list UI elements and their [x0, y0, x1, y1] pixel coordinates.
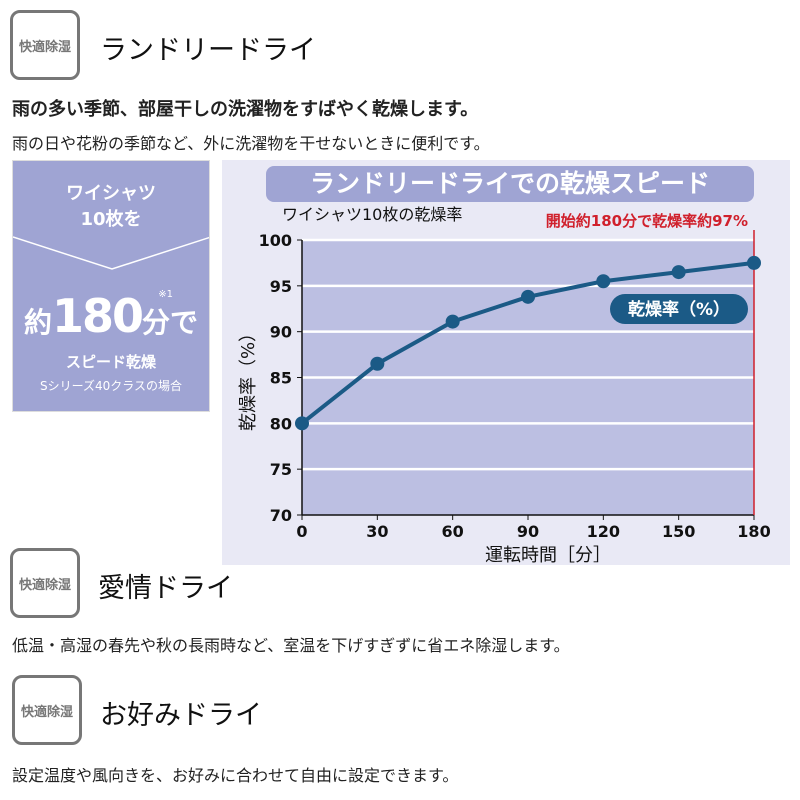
promo-line1: ワイシャツ — [66, 183, 156, 204]
x-axis-label: 運転時間［分］ — [485, 545, 611, 565]
promo-line2: 10枚を — [80, 209, 142, 230]
y-tick-label: 100 — [259, 231, 292, 250]
data-point — [747, 255, 761, 270]
y-tick-label: 95 — [270, 277, 292, 296]
x-tick-label: 0 — [296, 522, 307, 541]
data-point — [521, 289, 535, 304]
y-tick-label: 80 — [270, 414, 292, 433]
x-tick-label: 120 — [587, 522, 620, 541]
promo-line4: スピード乾燥 — [65, 353, 156, 371]
promo-box: ワイシャツ 10枚を 約180分で ※1 スピード乾燥 Sシリーズ40クラスの場合 — [12, 160, 210, 412]
section-desc: 設定温度や風向きを、お好みに合わせて自由に設定できます。 — [12, 766, 459, 785]
section-desc: 雨の日や花粉の季節など、外に洗濯物を干せないときに便利です。 — [12, 134, 490, 153]
legend-pill — [610, 294, 748, 324]
chart-title: ランドリードライでの乾燥スピード — [266, 166, 754, 202]
section-desc: 低温・高湿の春先や秋の長雨時など、室温を下げすぎずに省エネ除湿します。 — [12, 636, 570, 655]
promo-footnote: ※1 — [158, 289, 173, 300]
data-point — [370, 356, 385, 371]
annotation-text: 開始約180分で乾燥率約97% — [546, 212, 748, 230]
y-tick-label: 90 — [270, 323, 292, 342]
x-tick-label: 150 — [662, 522, 695, 541]
data-point — [445, 314, 460, 329]
data-point — [671, 265, 686, 280]
section-title: ランドリードライ — [100, 35, 316, 66]
y-tick-label: 85 — [270, 369, 292, 388]
promo-headline: 約180分で — [23, 289, 199, 343]
x-tick-label: 180 — [737, 522, 770, 541]
section-title: お好みドライ — [100, 700, 262, 731]
data-point — [295, 416, 309, 431]
chart-subtitle: ワイシャツ10枚の乾燥率 — [282, 205, 462, 224]
y-tick-label: 70 — [270, 506, 292, 525]
promo-line5: Sシリーズ40クラスの場合 — [39, 379, 183, 393]
chart-panel: ランドリードライでの乾燥スピード 70 75 80 85 90 95 100 0 30 60 90 1… — [222, 160, 790, 565]
mode-badge: 快適除湿 — [12, 675, 82, 745]
x-tick-label: 90 — [517, 522, 539, 541]
x-tick-label: 30 — [366, 522, 388, 541]
line-chart: 70 75 80 85 90 95 100 0 30 60 90 120 150 180 開始約180分で乾… — [238, 205, 771, 565]
section-lead: 雨の多い季節、部屋干しの洗濯物をすばやく乾燥します。 — [12, 99, 479, 120]
x-tick-label: 60 — [442, 522, 464, 541]
section-title: 愛情ドライ — [98, 573, 233, 604]
y-axis-label: 乾燥率（%） — [238, 324, 259, 431]
mode-badge: 快適除湿 — [10, 10, 80, 80]
data-point — [596, 274, 611, 289]
legend-label: 乾燥率（%） — [628, 299, 730, 320]
mode-badge: 快適除湿 — [10, 548, 80, 618]
y-tick-label: 75 — [270, 460, 292, 479]
